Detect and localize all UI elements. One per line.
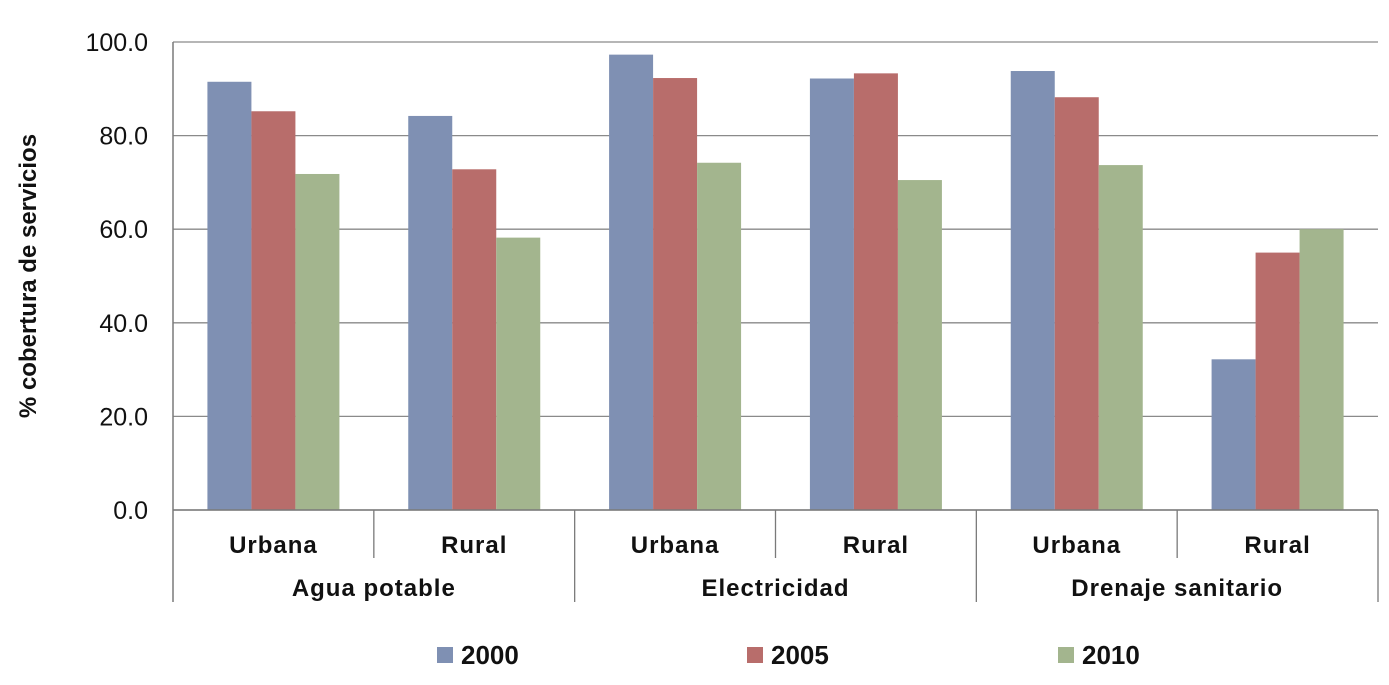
- bar-2000-0: [207, 81, 252, 510]
- x-category-label: Rural: [441, 532, 507, 559]
- bar-2005-4: [1054, 97, 1099, 510]
- bar-2000-5: [1211, 359, 1256, 510]
- y-tick-label: 100.0: [85, 29, 148, 57]
- bar-2010-5: [1299, 229, 1344, 510]
- bar-2005-1: [452, 169, 497, 510]
- x-group-label: Drenaje sanitario: [1071, 575, 1283, 602]
- y-axis-label: % cobertura de servicios: [15, 134, 42, 418]
- bar-2005-0: [251, 111, 296, 510]
- y-tick-label: 80.0: [99, 123, 148, 151]
- x-group-label: Agua potable: [292, 575, 456, 602]
- bar-2010-1: [496, 237, 541, 510]
- legend: 2000 2005 2010: [437, 640, 1140, 670]
- bar-2005-5: [1255, 252, 1300, 510]
- bar-2010-2: [697, 162, 742, 510]
- bar-2010-3: [897, 180, 942, 510]
- legend-swatch-2005: [747, 647, 763, 663]
- bar-2000-2: [609, 54, 654, 511]
- y-tick-labels: 0.0 20.0 40.0 60.0 80.0 100.0: [85, 29, 148, 525]
- bar-2000-1: [408, 115, 453, 510]
- x-category-label: Urbana: [631, 532, 720, 559]
- x-group-label: Electricidad: [701, 575, 849, 602]
- x-category-label: Rural: [1244, 532, 1310, 559]
- y-tick-label: 20.0: [99, 403, 148, 431]
- y-tick-label: 40.0: [99, 310, 148, 338]
- x-category-label: Urbana: [1032, 532, 1121, 559]
- legend-swatch-2000: [437, 647, 453, 663]
- y-tick-label: 60.0: [99, 216, 148, 244]
- bar-2000-3: [809, 78, 854, 510]
- bar-2005-3: [853, 73, 898, 510]
- legend-label-2000: 2000: [461, 640, 519, 670]
- legend-label-2010: 2010: [1082, 640, 1140, 670]
- gridlines: [173, 41, 1378, 511]
- bar-2000-4: [1010, 71, 1055, 511]
- bar-2010-0: [295, 173, 340, 510]
- x-category-labels: Urbana Rural Urbana Rural Urbana Rural Agua po…: [229, 510, 1379, 602]
- bar-2010-4: [1098, 165, 1143, 511]
- legend-label-2005: 2005: [771, 640, 829, 670]
- legend-swatch-2010: [1058, 647, 1074, 663]
- bar-2005-2: [653, 78, 698, 510]
- y-tick-label: 0.0: [113, 497, 148, 525]
- x-category-label: Rural: [843, 532, 909, 559]
- x-category-label: Urbana: [229, 532, 318, 559]
- bars: [207, 54, 1344, 511]
